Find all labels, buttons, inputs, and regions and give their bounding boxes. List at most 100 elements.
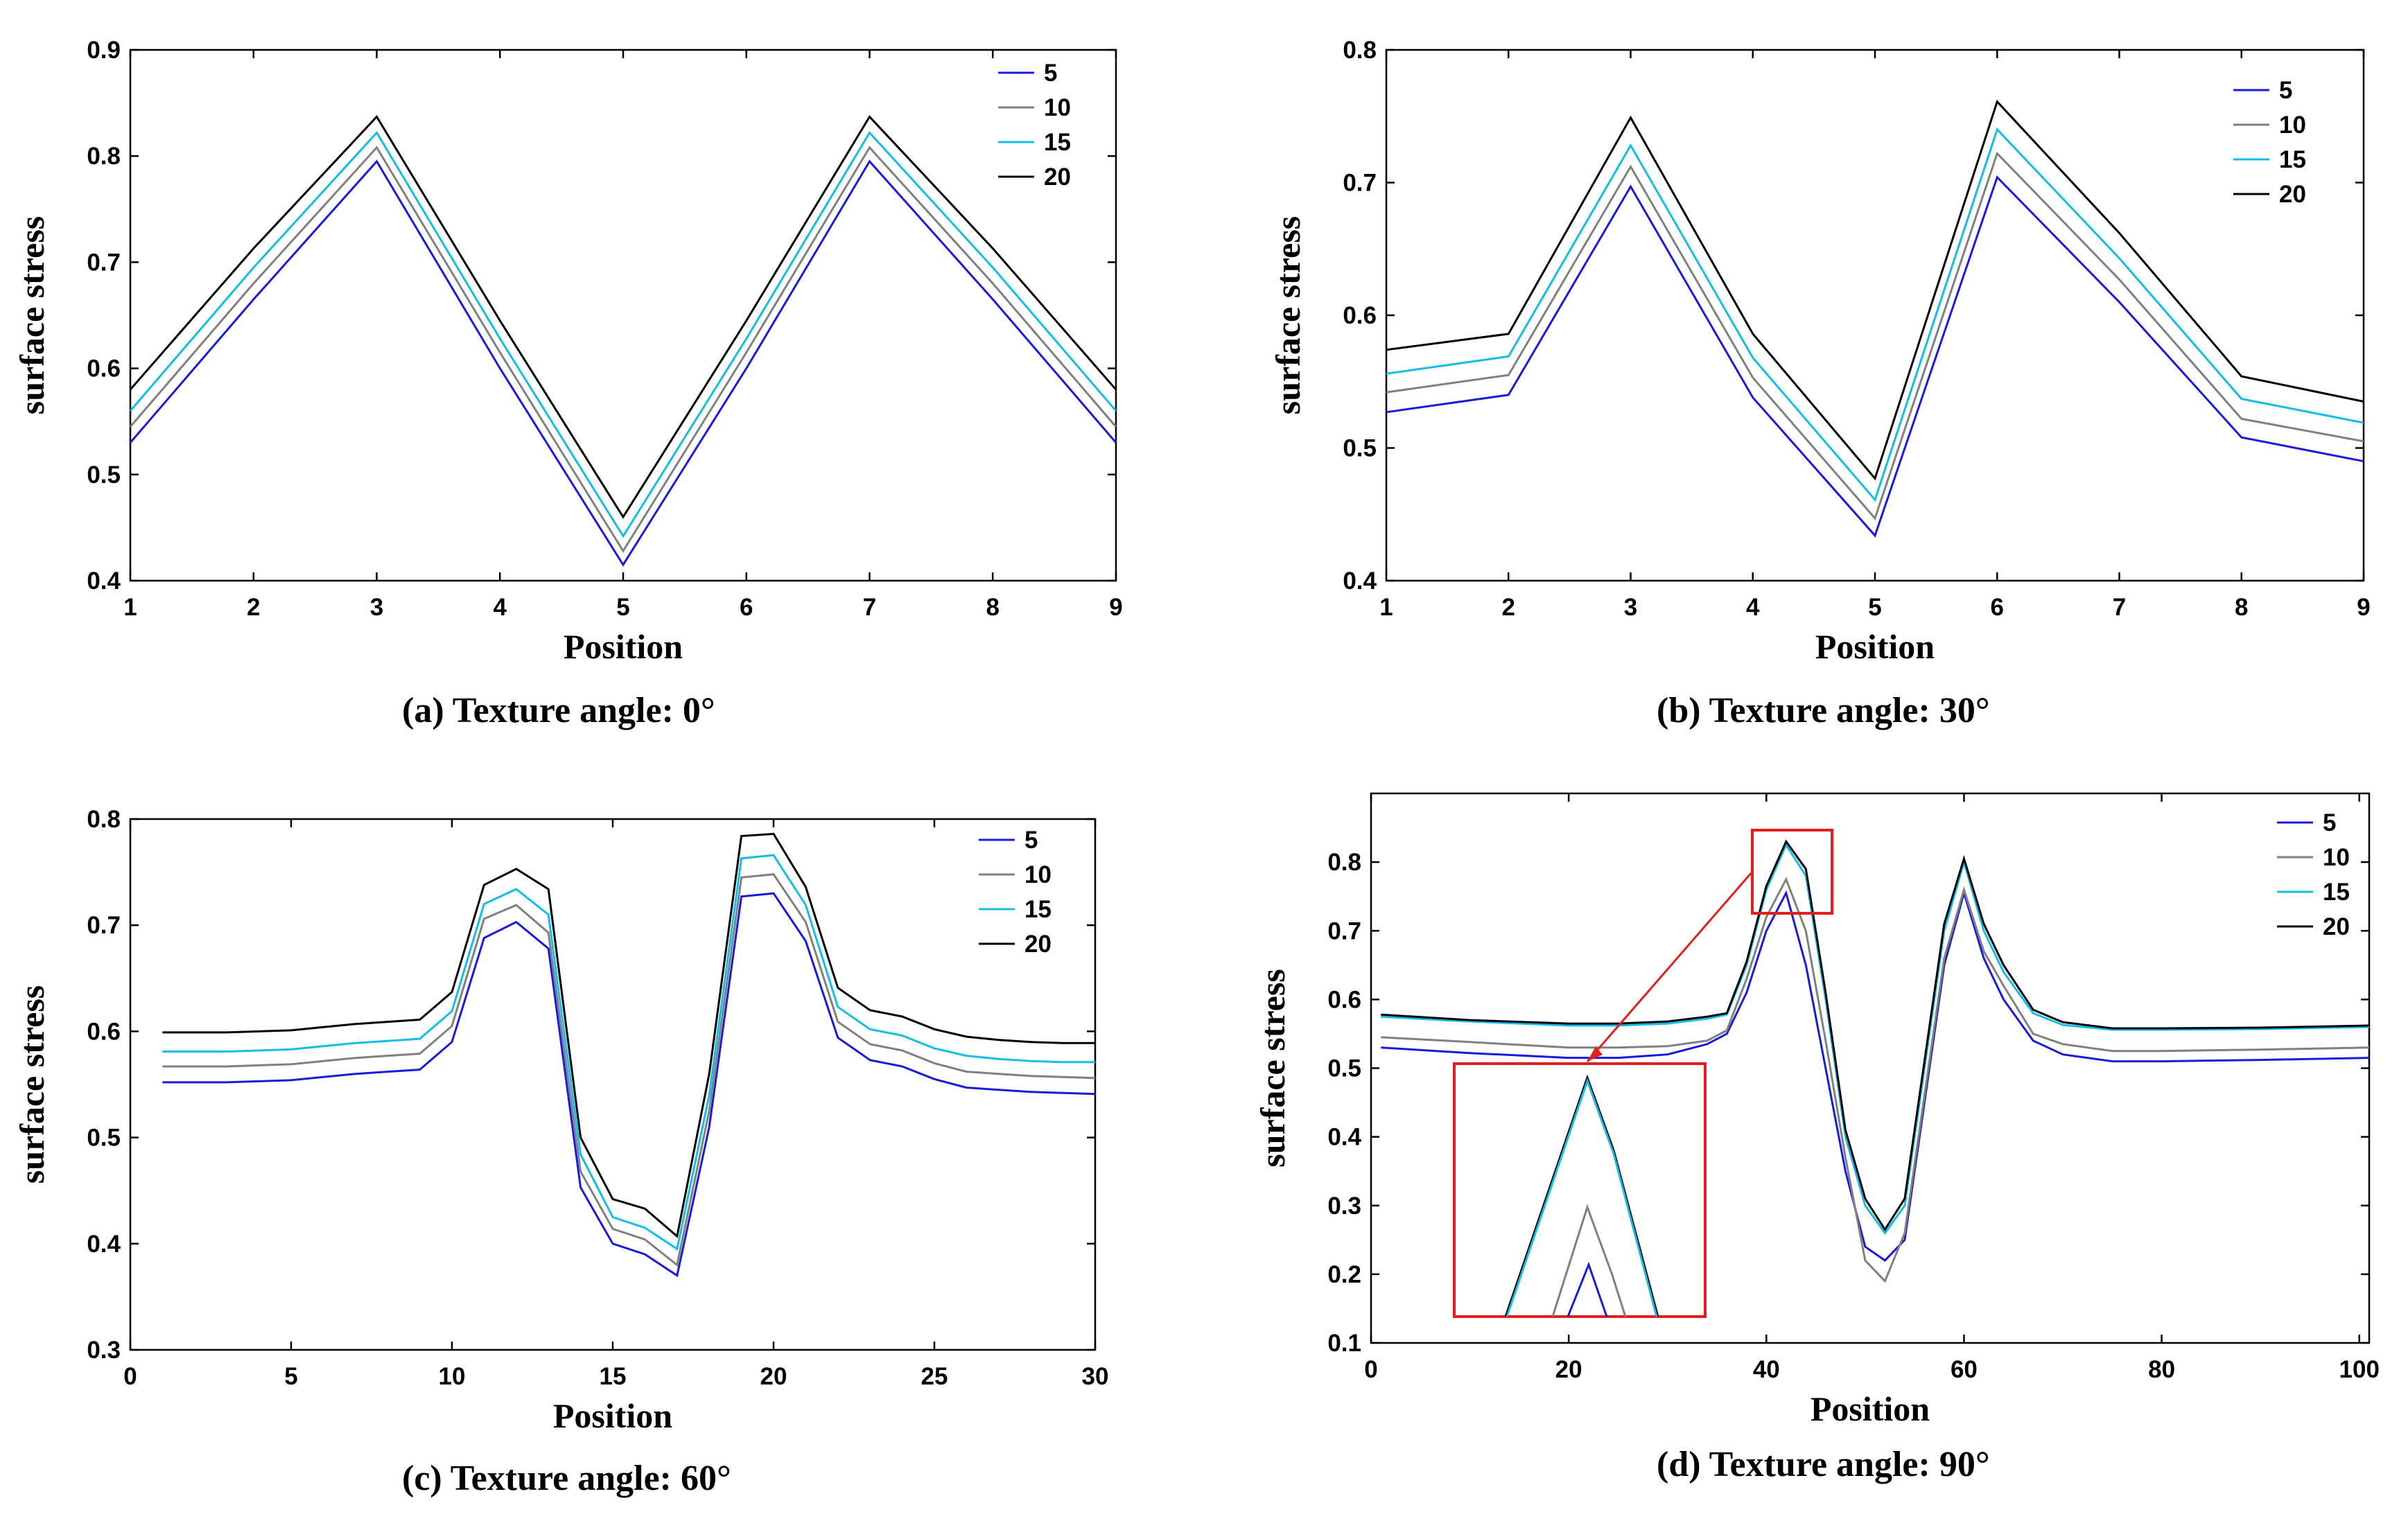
chart-c: 0 5 10 15 20 25 30 0.3 0.4 0.5 0.6 0.7 0.8 Position su…: [12, 806, 1108, 1498]
x-tick-label: 3: [1624, 594, 1637, 621]
series-line-5: [1381, 889, 2370, 1262]
plot-frame: [129, 49, 1117, 582]
zoom-arrow-head: [1587, 1046, 1603, 1062]
x-tick-label: 3: [370, 594, 383, 621]
x-tick-label: 1: [123, 594, 137, 621]
x-tick-label: 4: [494, 594, 507, 621]
y-tick-label: 0.8: [1327, 849, 1361, 876]
legend: 5 10 15 20: [2277, 809, 2350, 940]
chart-b: 1 2 3 4 5 6 7 8 9 0.4 0.5 0.6 0.7 0.8 Position surface …: [1268, 37, 2371, 730]
x-axis-label: Position: [1815, 627, 1935, 666]
y-tick-label: 0.6: [1343, 302, 1377, 329]
x-tick-label: 0: [1364, 1356, 1377, 1383]
y-tick-label: 0.5: [87, 1125, 121, 1152]
y-tick-label: 0.3: [87, 1337, 121, 1364]
legend: 5 10 15 20: [998, 60, 1071, 191]
legend-label: 10: [1024, 861, 1052, 888]
y-tick-label: 0.7: [87, 249, 121, 276]
x-tick-label: 40: [1753, 1356, 1780, 1383]
y-tick-label: 0.6: [87, 1018, 121, 1045]
x-tick-label: 100: [2339, 1356, 2380, 1383]
series-line-20: [129, 115, 1117, 519]
legend-label: 15: [2323, 879, 2350, 906]
series-line-20: [1386, 99, 2364, 481]
y-tick-label: 0.7: [1343, 170, 1377, 197]
x-tick-label: 1: [1379, 594, 1393, 621]
legend-label: 5: [1024, 827, 1038, 854]
series-line-10: [162, 873, 1096, 1267]
legend-label: 10: [2279, 112, 2306, 139]
series-line-10: [129, 146, 1117, 553]
legend-label: 20: [2323, 913, 2350, 940]
inset-line-5: [1567, 1261, 1608, 1317]
x-tick-label: 5: [284, 1363, 297, 1390]
legend-label: 15: [1024, 896, 1052, 923]
x-tick-label: 5: [1868, 594, 1881, 621]
legend: 5 10 15 20: [979, 827, 1052, 958]
x-tick-label: 7: [863, 594, 876, 621]
x-tick-label: 15: [600, 1363, 627, 1390]
panel-caption: (b) Texture angle: 30°: [1657, 691, 1990, 730]
x-tick-label: 2: [1502, 594, 1515, 621]
y-axis-label: surface stress: [12, 216, 51, 415]
y-axis-label: surface stress: [12, 985, 51, 1184]
x-tick-label: 4: [1746, 594, 1760, 621]
y-tick-label: 0.5: [1327, 1055, 1361, 1082]
legend-label: 15: [1044, 129, 1071, 156]
y-tick-label: 0.4: [87, 568, 121, 595]
x-tick-label: 6: [1991, 594, 2004, 621]
inset-line-15: [1506, 1078, 1658, 1317]
y-tick-label: 0.5: [87, 461, 121, 489]
x-tick-label: 80: [2148, 1356, 2175, 1383]
x-axis-label: Position: [564, 627, 683, 666]
series-line-10: [1381, 877, 2370, 1283]
y-tick-label: 0.8: [87, 143, 121, 170]
chart-a: 1 2 3 4 5 6 7 8 9 0.4 0.5 0.6 0.7 0.8 0.9 Position surfa…: [12, 37, 1123, 730]
y-tick-label: 0.1: [1327, 1330, 1361, 1357]
x-tick-label: 8: [2235, 594, 2248, 621]
series-line-15: [162, 854, 1095, 1251]
series-line-15: [1381, 843, 2370, 1235]
inset-line-10: [1551, 1204, 1627, 1317]
x-axis-label: Position: [553, 1396, 672, 1435]
y-tick-label: 0.7: [87, 912, 121, 939]
x-tick-label: 10: [439, 1363, 466, 1390]
x-tick-label: 25: [921, 1363, 948, 1390]
legend-label: 20: [1024, 931, 1052, 958]
x-tick-label: 8: [986, 594, 1000, 621]
series-line-15: [1386, 128, 2364, 502]
y-tick-label: 0.6: [87, 355, 121, 383]
legend-label: 20: [2279, 181, 2306, 208]
legend-label: 20: [1044, 164, 1071, 191]
x-tick-label: 30: [1082, 1363, 1109, 1390]
legend-label: 10: [2323, 844, 2350, 871]
chart-d: 0 20 40 60 80 100 0.1 0.2 0.3 0.4 0.5 0.6 0.7 0.8 Posi…: [1253, 792, 2380, 1484]
legend-label: 5: [2323, 809, 2336, 836]
x-tick-label: 20: [1555, 1356, 1582, 1383]
x-axis-label: Position: [1811, 1389, 1930, 1428]
x-tick-label: 9: [2357, 594, 2370, 621]
legend-label: 5: [1044, 60, 1057, 87]
y-axis-label: surface stress: [1253, 969, 1292, 1168]
y-tick-label: 0.5: [1343, 435, 1377, 462]
x-tick-label: 0: [123, 1363, 137, 1390]
series-line-15: [129, 130, 1117, 538]
panel-caption: (d) Texture angle: 90°: [1657, 1445, 1990, 1484]
x-tick-label: 60: [1951, 1356, 1978, 1383]
y-tick-label: 0.2: [1327, 1261, 1361, 1288]
x-tick-label: 7: [2113, 594, 2126, 621]
panel-caption: (a) Texture angle: 0°: [402, 691, 715, 730]
inset-line-20: [1504, 1074, 1659, 1317]
series-line-20: [162, 832, 1095, 1238]
x-tick-label: 5: [616, 594, 629, 621]
y-tick-label: 0.8: [87, 806, 121, 833]
series-line-20: [1381, 839, 2370, 1232]
x-tick-label: 2: [247, 594, 260, 621]
y-tick-label: 0.4: [1343, 568, 1377, 595]
legend-label: 15: [2279, 146, 2306, 173]
legend-label: 10: [1044, 94, 1071, 121]
y-tick-label: 0.9: [87, 37, 121, 64]
legend: 5 10 15 20: [2233, 77, 2306, 208]
y-tick-label: 0.4: [87, 1231, 121, 1258]
